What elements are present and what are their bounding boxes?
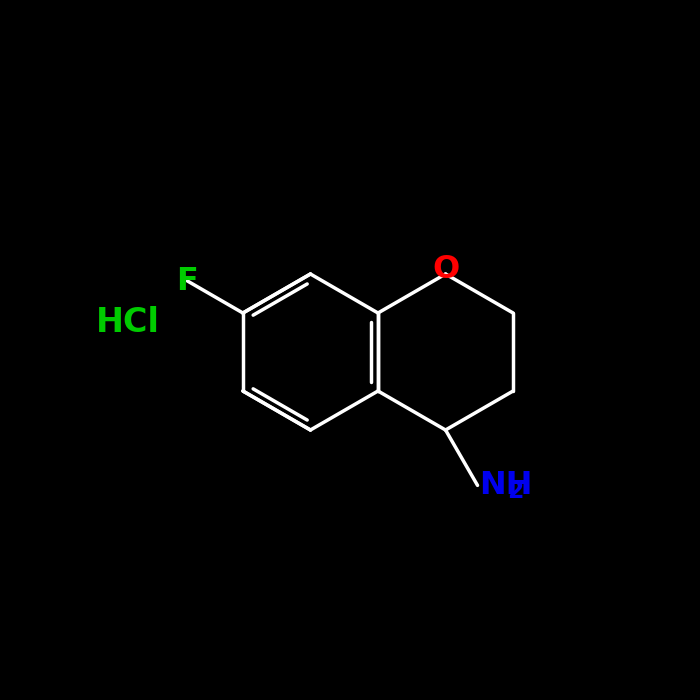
Text: 2: 2	[508, 480, 524, 503]
Text: O: O	[432, 255, 459, 286]
Text: HCl: HCl	[96, 305, 160, 339]
Text: NH: NH	[480, 470, 533, 501]
Text: F: F	[176, 265, 198, 297]
